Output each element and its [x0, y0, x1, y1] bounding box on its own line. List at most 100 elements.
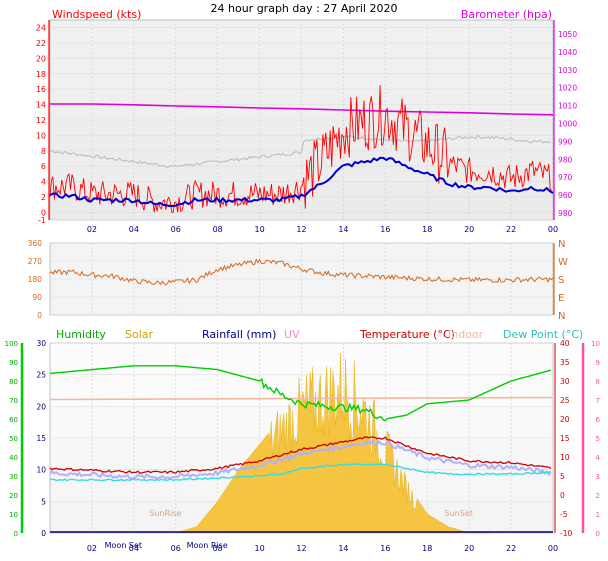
legend-dewpoint: Dew Point (°C): [503, 328, 583, 341]
x-tick-label-bottom: 02: [87, 544, 97, 553]
y-tick-windspeed: 16: [36, 85, 46, 94]
dewpoint-line: [49, 463, 551, 482]
chart-title: 24 hour graph day : 27 April 2020: [211, 2, 398, 15]
x-tick-label-top: 06: [171, 225, 181, 234]
y-tick-direction: 180: [28, 275, 43, 284]
y-tick-uv: 9: [596, 359, 600, 367]
x-tick-label-top: 16: [380, 225, 390, 234]
y-tick-barometer: 980: [558, 155, 573, 164]
windspeed-gust-line: [49, 85, 553, 213]
band-shade: [50, 86, 553, 120]
x-tick-label-top: 22: [506, 225, 516, 234]
legend-solar: Solar: [125, 328, 154, 341]
legend-humidity: Humidity: [56, 328, 106, 341]
y-tick-barometer: 1010: [558, 102, 577, 111]
annotation-3: SunSet: [445, 509, 473, 518]
annotation-2: Moon Rise: [187, 541, 228, 550]
barometer-label: Barometer (hpa): [461, 8, 552, 21]
y-tick-barometer: 960: [558, 191, 573, 200]
y-tick-uv: 8: [596, 378, 600, 386]
y-tick-windspeed: 24: [36, 24, 46, 33]
y-tick-direction: 270: [28, 257, 43, 266]
x-tick-label-bottom: 20: [464, 544, 474, 553]
compass-label: N: [558, 239, 565, 250]
y-tick-humidity: 70: [9, 397, 18, 405]
y-tick-temperature: -10: [560, 529, 572, 538]
x-tick-label-top: 18: [422, 225, 432, 234]
annotation-0: Moon Set: [105, 541, 142, 550]
compass-label: W: [558, 257, 568, 268]
temperature-line: [49, 436, 552, 475]
compass-label: E: [558, 293, 564, 304]
y-tick-windspeed: -1: [38, 216, 46, 225]
y-tick-humidity: 30: [9, 473, 18, 481]
y-tick-barometer: 970: [558, 173, 573, 182]
y-tick-direction: 90: [32, 293, 42, 302]
y-tick-barometer: 1040: [558, 48, 577, 57]
y-tick-humidity: 10: [9, 511, 18, 519]
y-tick-uv: 4: [596, 454, 601, 462]
y-tick-direction: 360: [28, 239, 43, 248]
x-tick-label-bottom: 06: [171, 544, 181, 553]
y-tick-humidity: 60: [9, 416, 18, 424]
y-tick-rainfall: 25: [36, 371, 46, 380]
y-tick-barometer: 1000: [558, 119, 577, 128]
windspeed-avg-line: [49, 156, 554, 207]
compass-label: S: [558, 275, 564, 286]
y-tick-humidity: 40: [9, 454, 18, 462]
y-tick-windspeed: 2: [41, 193, 46, 202]
y-tick-windspeed: 18: [36, 70, 46, 79]
y-tick-uv: 6: [596, 416, 601, 424]
legend-uv: UV: [284, 328, 300, 341]
y-tick-windspeed: 8: [41, 147, 46, 156]
windspeed-label: Windspeed (kts): [52, 8, 141, 21]
y-tick-humidity: 90: [9, 359, 18, 367]
y-tick-temperature: 25: [560, 396, 570, 405]
y-tick-humidity: 100: [5, 340, 18, 348]
y-tick-uv: 10: [591, 340, 600, 348]
x-tick-label-top: 02: [87, 225, 97, 234]
y-tick-uv: 2: [596, 492, 600, 500]
x-tick-label-bottom: 04: [129, 544, 139, 553]
y-tick-temperature: 0: [560, 491, 565, 500]
y-tick-humidity: 20: [9, 492, 18, 500]
y-tick-windspeed: 0: [41, 208, 46, 217]
y-tick-direction: 0: [37, 311, 42, 320]
x-tick-label-bottom: 12: [296, 544, 306, 553]
wind-direction-line: [49, 258, 554, 286]
y-tick-barometer: 1030: [558, 66, 577, 75]
y-tick-temperature: 15: [560, 434, 570, 443]
barometer-line: [50, 103, 554, 116]
compass-label: N: [558, 311, 565, 322]
legend-rainfall: Rainfall (mm): [202, 328, 276, 341]
y-tick-uv: 1: [596, 511, 600, 519]
y-tick-temperature: 30: [560, 377, 570, 386]
y-tick-barometer: 980: [558, 209, 573, 218]
y-tick-temperature: 10: [560, 453, 570, 462]
x-tick-label-top: 04: [129, 225, 139, 234]
y-tick-windspeed: 20: [36, 54, 46, 63]
grey-trace-line: [49, 134, 552, 168]
y-tick-rainfall: 15: [36, 434, 46, 443]
y-tick-barometer: 1050: [558, 30, 577, 39]
y-tick-uv: 0: [596, 530, 600, 538]
grid-top: [50, 20, 554, 221]
y-tick-uv: 7: [596, 397, 600, 405]
x-tick-label-top: 14: [338, 225, 348, 234]
y-tick-rainfall: 5: [41, 497, 46, 506]
annotation-1: SunRise: [149, 509, 181, 518]
y-tick-rainfall: 20: [36, 402, 46, 411]
y-tick-windspeed: 12: [36, 116, 46, 125]
x-tick-label-bottom: 14: [338, 544, 348, 553]
x-tick-label-bottom: 10: [254, 544, 264, 553]
y-tick-uv: 5: [596, 435, 600, 443]
solar-area: [175, 353, 491, 534]
y-tick-rainfall: 0: [41, 529, 46, 538]
axes: 0202040406060808101012121414161618182020…: [5, 20, 601, 553]
indoor-line: [49, 396, 554, 401]
legend-temperature: Temperature (°C): [359, 328, 455, 341]
x-tick-label-bottom: 00: [548, 544, 558, 553]
y-tick-windspeed: 14: [36, 101, 46, 110]
y-tick-barometer: 1020: [558, 84, 577, 93]
